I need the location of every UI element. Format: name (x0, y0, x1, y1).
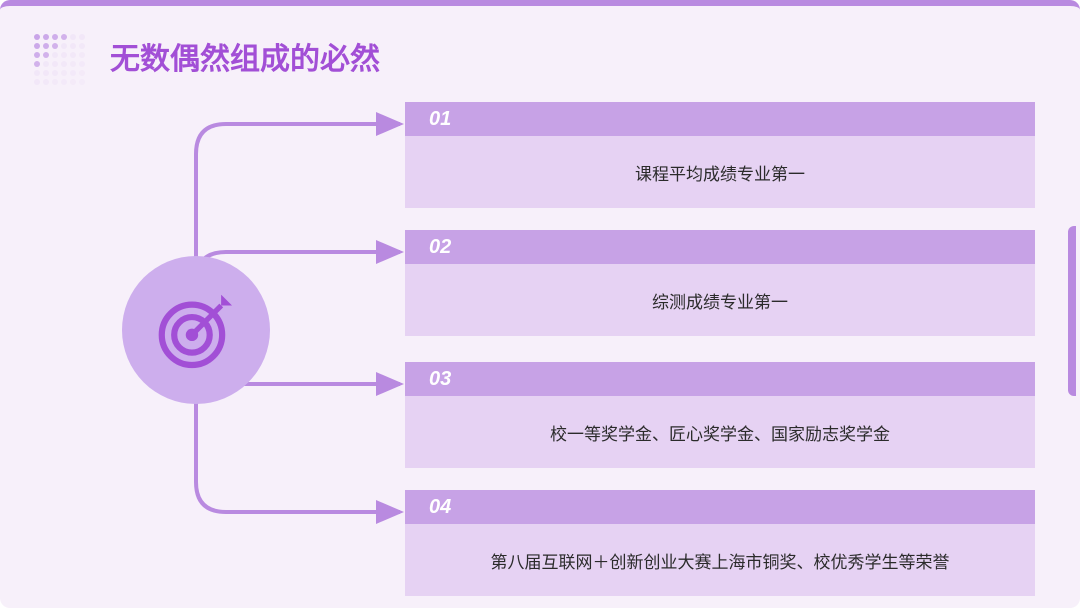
target-icon (152, 286, 241, 375)
item-number-1: 01 (405, 102, 1035, 136)
right-accent (1068, 226, 1076, 396)
item-number-3: 03 (405, 362, 1035, 396)
item-number-4: 04 (405, 490, 1035, 524)
item-text-4: 第八届互联网＋创新创业大赛上海市铜奖、校优秀学生等荣誉 (405, 524, 1035, 596)
item-text-2: 综测成绩专业第一 (405, 264, 1035, 336)
hub-circle (122, 256, 270, 404)
item-text-1: 课程平均成绩专业第一 (405, 136, 1035, 208)
item-number-2: 02 (405, 230, 1035, 264)
item-text-3: 校一等奖学金、匠心奖学金、国家励志奖学金 (405, 396, 1035, 468)
